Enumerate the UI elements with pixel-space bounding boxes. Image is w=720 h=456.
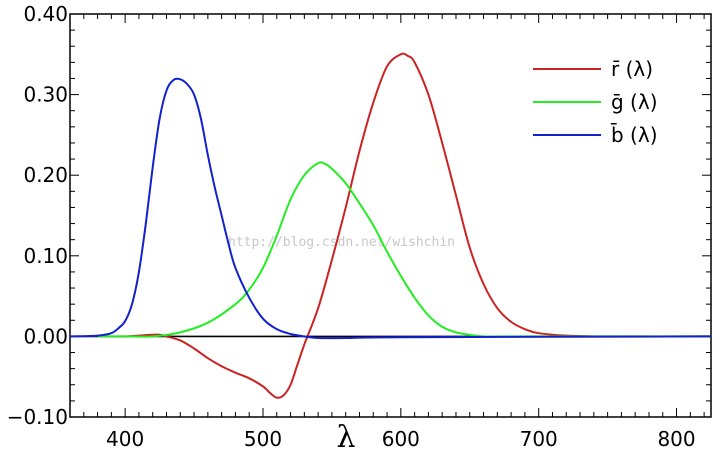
plot-frame (69, 13, 712, 418)
legend: r̄ (λ) ḡ (λ) b̄ (λ) (533, 57, 658, 147)
y-tick-label: 0.10 (23, 244, 68, 268)
y-tick-label: −0.10 (7, 405, 68, 429)
series-line-1 (97, 161, 711, 338)
x-tick-label: 500 (244, 427, 282, 451)
legend-label-1: ḡ (λ) (611, 90, 658, 114)
x-tick-label: 800 (657, 427, 695, 451)
x-tick-label: 700 (520, 427, 558, 451)
y-tick-label: 0.20 (23, 163, 68, 187)
x-tick-label: 400 (106, 427, 144, 451)
x-axis-label: λ (336, 420, 355, 455)
series-line-2 (69, 77, 712, 340)
watermark: http://blog.csdn.net/wishchin (228, 235, 455, 250)
y-tick-label: 0.30 (23, 83, 68, 107)
y-tick-label: 0.40 (23, 2, 68, 26)
legend-label-2: b̄ (λ) (611, 122, 658, 147)
plot-layer: 400 500 600 700 800 0.40 0.30 0.20 0.10 0.00 −0.10 (7, 2, 712, 451)
legend-label-0: r̄ (λ) (611, 57, 653, 81)
y-tick-label: 0.00 (23, 324, 68, 348)
x-tick-label: 600 (382, 427, 420, 451)
series-line-0 (97, 52, 712, 399)
